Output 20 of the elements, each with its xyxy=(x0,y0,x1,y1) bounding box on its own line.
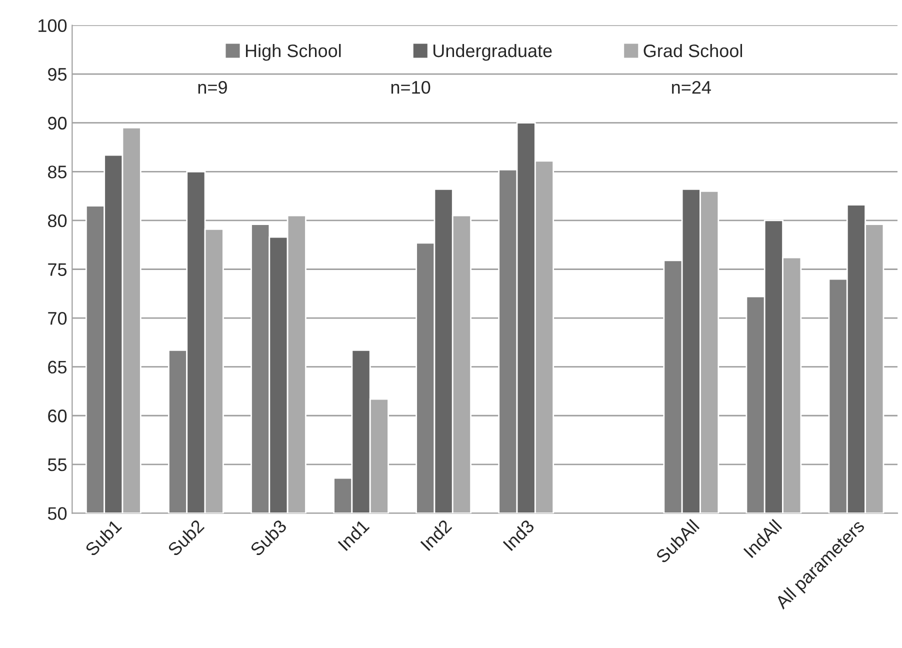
annotation: n=9 xyxy=(198,80,227,94)
y-tick-label: 80 xyxy=(48,214,67,228)
legend-label: High School xyxy=(246,44,341,61)
annotation: n=10 xyxy=(391,80,430,94)
y-tick-label: 60 xyxy=(48,410,67,422)
legend-label: Undergraduate xyxy=(434,44,552,61)
y-tick-label: 55 xyxy=(48,458,67,472)
y-tick-label: 95 xyxy=(48,68,67,81)
x-tick-label: Ind1 xyxy=(337,518,370,552)
y-tick-label: 65 xyxy=(48,360,67,374)
y-tick-label: 70 xyxy=(48,312,67,325)
y-tick-label: 50 xyxy=(48,507,67,520)
y-tick-label: 85 xyxy=(48,166,67,178)
y-tick-label: 90 xyxy=(48,116,67,130)
x-tick-label: Ind3 xyxy=(502,518,535,552)
x-tick-label: Ind2 xyxy=(420,518,452,552)
y-tick-label: 75 xyxy=(48,263,67,276)
y-tick-label: 100 xyxy=(38,19,67,32)
annotation: n=24 xyxy=(672,80,711,94)
legend-label: Grad School xyxy=(644,44,742,58)
